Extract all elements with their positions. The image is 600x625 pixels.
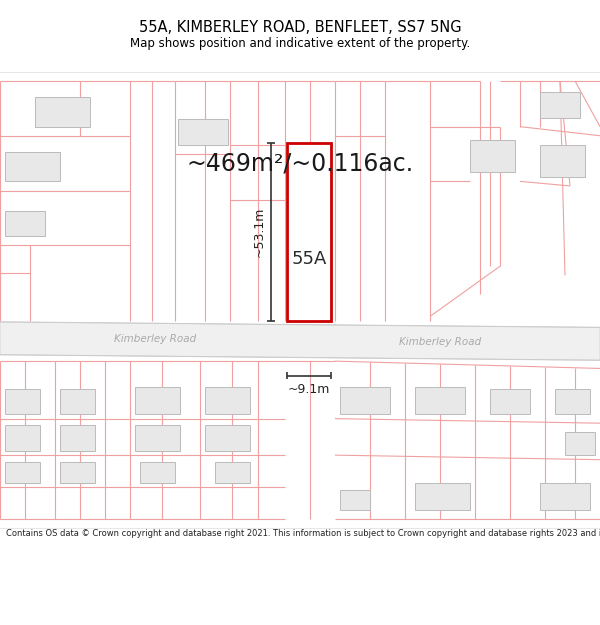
Text: Contains OS data © Crown copyright and database right 2021. This information is : Contains OS data © Crown copyright and d… — [6, 529, 600, 538]
Bar — [5, 462, 40, 482]
Bar — [135, 387, 180, 414]
Bar — [205, 387, 250, 414]
Bar — [35, 98, 90, 127]
Bar — [60, 389, 95, 414]
Bar — [340, 490, 370, 510]
Bar — [565, 432, 595, 455]
Text: Kimberley Road: Kimberley Road — [114, 334, 196, 344]
Bar — [5, 152, 60, 181]
Bar — [140, 462, 175, 482]
Text: 55A: 55A — [292, 250, 326, 268]
Text: Kimberley Road: Kimberley Road — [399, 337, 481, 347]
Bar — [415, 482, 470, 510]
Bar — [60, 462, 95, 482]
Bar — [178, 119, 228, 145]
Polygon shape — [0, 322, 600, 360]
Text: ~53.1m: ~53.1m — [253, 207, 266, 258]
Bar — [470, 140, 515, 172]
Bar — [205, 425, 250, 451]
Bar — [5, 425, 40, 451]
Bar — [540, 92, 580, 118]
Bar — [340, 387, 390, 414]
Text: Map shows position and indicative extent of the property.: Map shows position and indicative extent… — [130, 38, 470, 51]
Bar — [135, 425, 180, 451]
Bar — [215, 462, 250, 482]
Bar — [540, 482, 590, 510]
Bar — [540, 145, 585, 177]
Text: ~9.1m: ~9.1m — [288, 383, 330, 396]
Bar — [287, 143, 331, 321]
Bar — [5, 211, 45, 236]
Bar — [415, 387, 465, 414]
Bar — [555, 389, 590, 414]
Bar — [60, 425, 95, 451]
Text: 55A, KIMBERLEY ROAD, BENFLEET, SS7 5NG: 55A, KIMBERLEY ROAD, BENFLEET, SS7 5NG — [139, 20, 461, 35]
Bar — [5, 389, 40, 414]
Bar — [490, 389, 530, 414]
Text: ~469m²/~0.116ac.: ~469m²/~0.116ac. — [187, 151, 413, 175]
